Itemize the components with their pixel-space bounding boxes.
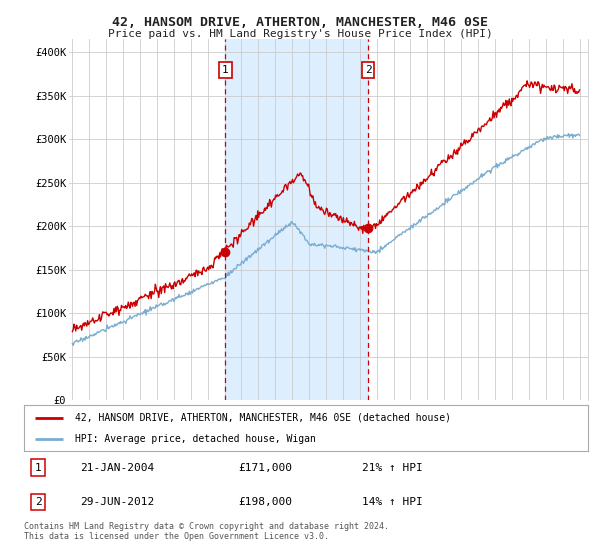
Text: 1: 1 (35, 463, 41, 473)
Bar (226, 39, 368, 400)
Text: 42, HANSOM DRIVE, ATHERTON, MANCHESTER, M46 0SE: 42, HANSOM DRIVE, ATHERTON, MANCHESTER, … (112, 16, 488, 29)
Text: 29-JUN-2012: 29-JUN-2012 (80, 497, 155, 507)
Text: 21-JAN-2004: 21-JAN-2004 (80, 463, 155, 473)
Text: 42, HANSOM DRIVE, ATHERTON, MANCHESTER, M46 0SE (detached house): 42, HANSOM DRIVE, ATHERTON, MANCHESTER, … (75, 413, 451, 423)
Text: 21% ↑ HPI: 21% ↑ HPI (362, 463, 423, 473)
Text: 14% ↑ HPI: 14% ↑ HPI (362, 497, 423, 507)
Text: 1: 1 (222, 65, 229, 75)
Text: £171,000: £171,000 (238, 463, 292, 473)
Text: £198,000: £198,000 (238, 497, 292, 507)
Text: Price paid vs. HM Land Registry's House Price Index (HPI): Price paid vs. HM Land Registry's House … (107, 29, 493, 39)
Text: Contains HM Land Registry data © Crown copyright and database right 2024.
This d: Contains HM Land Registry data © Crown c… (24, 522, 389, 542)
Text: HPI: Average price, detached house, Wigan: HPI: Average price, detached house, Wiga… (75, 435, 316, 444)
Text: 2: 2 (35, 497, 41, 507)
Text: 2: 2 (365, 65, 371, 75)
